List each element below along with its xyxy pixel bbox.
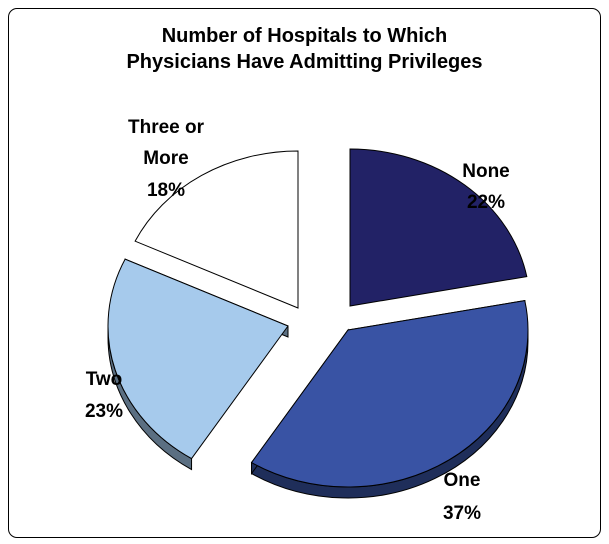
pie-slice-one bbox=[250, 300, 529, 488]
slice-label-one: One 37% bbox=[443, 470, 481, 524]
chart-title-line-2: Physicians Have Admitting Privileges bbox=[126, 51, 483, 73]
chart-title: Number of Hospitals to Which Physicians … bbox=[9, 23, 600, 75]
slice-label-two: Two 23% bbox=[85, 369, 123, 422]
slice-label-three-value: 18% bbox=[147, 180, 185, 201]
slice-label-one-name: One bbox=[444, 470, 481, 491]
slice-label-three-line-1: Three or bbox=[128, 117, 205, 138]
pie-slice-three-or-more bbox=[134, 150, 299, 309]
pie-slice-none bbox=[349, 148, 528, 307]
slice-label-none: None 22% bbox=[462, 161, 510, 213]
slice-label-none-value: 22% bbox=[467, 192, 505, 213]
slice-label-three-or-more: Three or More 18% bbox=[128, 117, 205, 201]
pie-slices bbox=[107, 148, 529, 499]
slice-label-three-line-2: More bbox=[143, 148, 188, 169]
pie-slice-two bbox=[107, 258, 289, 460]
slice-label-two-name: Two bbox=[86, 369, 123, 390]
chart-title-line-1: Number of Hospitals to Which bbox=[161, 25, 448, 47]
slice-label-one-value: 37% bbox=[443, 503, 481, 524]
slice-label-two-value: 23% bbox=[85, 401, 123, 422]
slice-label-none-name: None bbox=[462, 161, 510, 182]
